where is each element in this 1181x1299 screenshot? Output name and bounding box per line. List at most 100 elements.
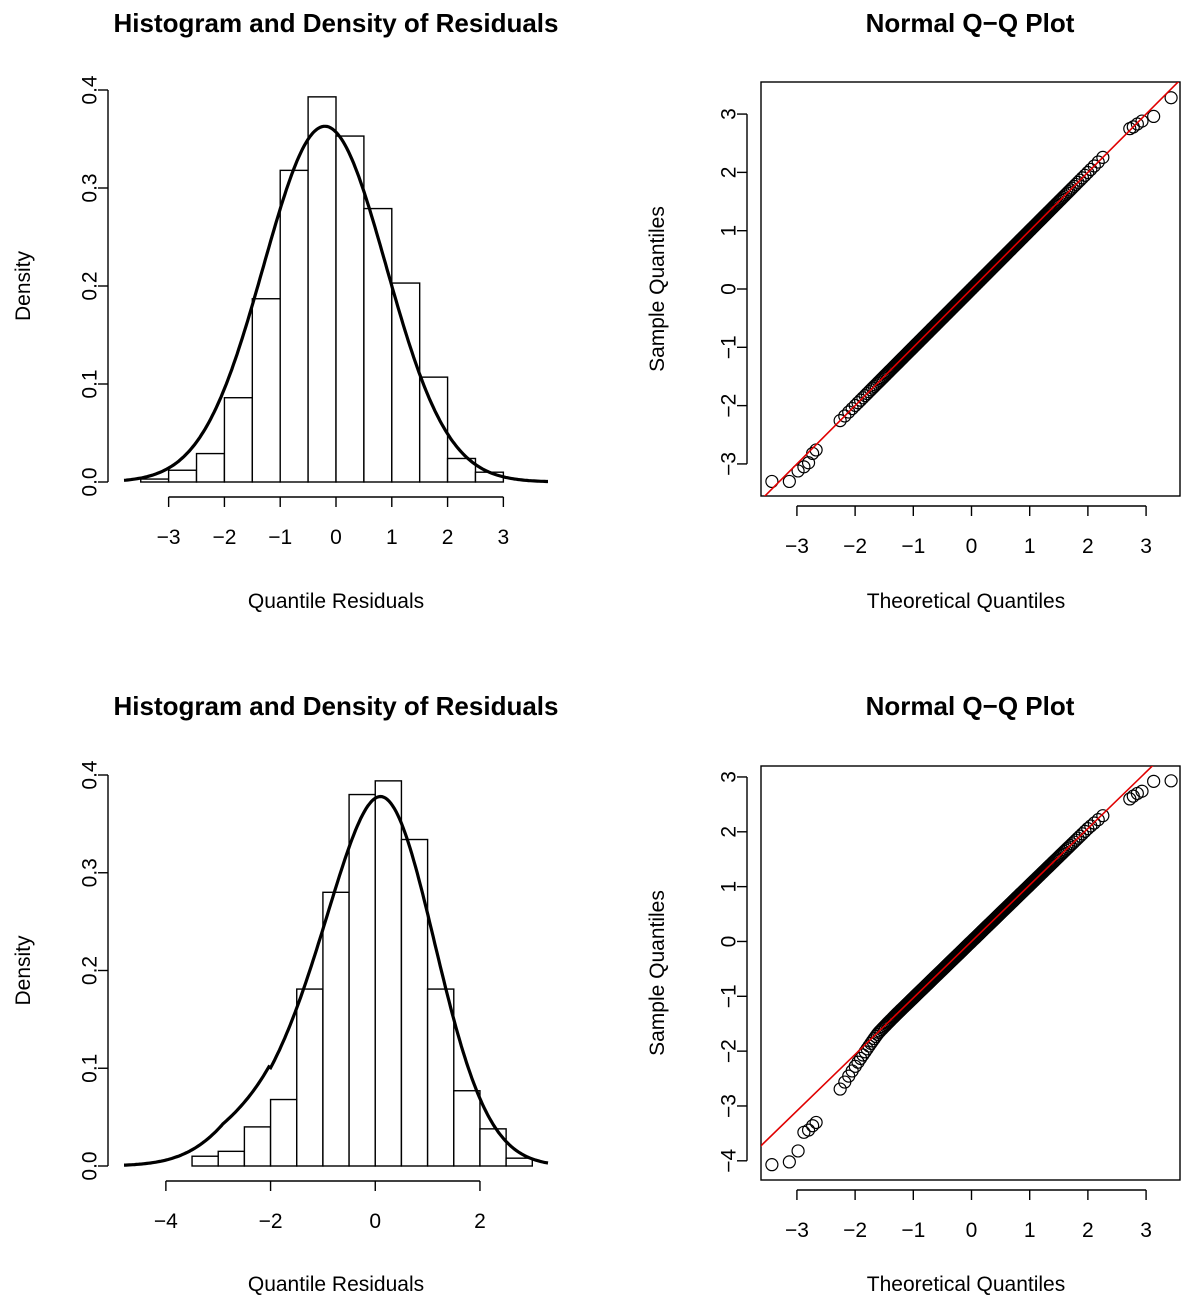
histogram-panel-top: Histogram and Density of Residuals Quanti… <box>12 8 558 613</box>
qq-point <box>782 1155 796 1169</box>
qq-point <box>1052 194 1066 208</box>
y-tick-label: 0.1 <box>79 1054 102 1083</box>
qq-point <box>1075 171 1090 185</box>
histogram-bar <box>322 891 350 1167</box>
histogram-bar <box>348 793 376 1167</box>
x-tick-label: −2 <box>843 535 867 558</box>
qq-point <box>851 396 865 410</box>
qq-point <box>801 456 816 470</box>
y-tick-label: 0.4 <box>79 760 102 790</box>
qq-point <box>1164 774 1178 788</box>
x-axis-label: Theoretical Quantiles <box>867 590 1065 613</box>
x-tick-label: −3 <box>785 1219 809 1242</box>
y-tick-label: 0.0 <box>79 467 102 496</box>
qq-point <box>797 460 811 474</box>
x-tick-label: 2 <box>1082 1219 1094 1242</box>
qq-point <box>1126 789 1140 803</box>
histogram-bar <box>251 298 281 483</box>
x-tick-label: −2 <box>843 1219 867 1242</box>
x-tick-label: −1 <box>268 526 292 549</box>
y-tick-label: −3 <box>718 1094 741 1118</box>
plot-frame <box>760 81 1181 497</box>
y-tick-label: 3 <box>718 108 741 120</box>
histogram-bar <box>296 988 324 1167</box>
chart-title: Histogram and Density of Residuals <box>114 691 559 721</box>
qq-point <box>1073 173 1087 187</box>
qq-point <box>782 474 796 489</box>
qq-point <box>853 1051 868 1066</box>
histogram-bar <box>191 1155 219 1167</box>
y-tick-label: 1 <box>718 225 741 237</box>
qq-point <box>1073 829 1087 843</box>
qq-point <box>1164 91 1178 105</box>
y-tick-label: 0.2 <box>79 271 102 300</box>
qq-point <box>791 1144 805 1158</box>
histogram-bar <box>167 469 198 483</box>
qq-point <box>1060 186 1074 200</box>
y-tick-label: 0.1 <box>79 369 102 398</box>
x-tick-label: 0 <box>966 535 978 558</box>
y-tick-label: 0.3 <box>79 173 102 202</box>
x-tick-label: 2 <box>474 1210 486 1233</box>
qq-point <box>851 1055 865 1069</box>
histogram-bar <box>505 1157 533 1167</box>
histogram-bar <box>223 397 254 483</box>
chart-title: Histogram and Density of Residuals <box>114 8 559 38</box>
histogram-bar <box>479 1128 507 1167</box>
y-tick-label: 0.3 <box>79 858 102 887</box>
y-tick-label: 1 <box>718 881 741 893</box>
qq-plot-panel-top: Normal Q−Q Plot Theoretical Quantiles Samp… <box>646 8 1181 613</box>
qq-point <box>801 1123 816 1137</box>
qq-point <box>1071 831 1085 845</box>
x-tick-label: −3 <box>157 526 181 549</box>
qq-point <box>1147 774 1161 788</box>
x-tick-label: 0 <box>369 1210 381 1233</box>
x-tick-label: −4 <box>154 1210 178 1233</box>
y-axis-label: Density <box>12 250 35 321</box>
histogram-bar <box>307 96 337 483</box>
qq-point <box>765 1158 779 1172</box>
y-tick-label: 2 <box>718 826 741 838</box>
x-tick-label: 3 <box>498 526 510 549</box>
y-axis-label: Sample Quantiles <box>646 206 669 372</box>
y-tick-label: −1 <box>718 335 741 359</box>
qq-point <box>1075 827 1090 841</box>
y-tick-label: −2 <box>718 1039 741 1063</box>
qq-points <box>765 91 1178 489</box>
x-tick-label: 3 <box>1140 1219 1152 1242</box>
qq-point <box>1084 162 1098 177</box>
histogram-bar <box>446 457 477 483</box>
y-tick-label: 0.4 <box>79 75 102 105</box>
histogram-bar <box>335 135 365 483</box>
y-tick-label: 3 <box>718 771 741 783</box>
qq-plot-panel-bottom: Normal Q−Q Plot Theoretical Quantiles Samp… <box>646 691 1181 1296</box>
qq-point <box>1135 114 1149 128</box>
qq-point <box>1069 177 1083 192</box>
qq-point <box>806 1119 820 1133</box>
histogram-bar <box>195 452 226 483</box>
qq-point <box>853 393 868 407</box>
x-axis-label: Theoretical Quantiles <box>867 1273 1065 1296</box>
histogram-bar <box>426 988 455 1167</box>
x-tick-label: −1 <box>901 1219 925 1242</box>
y-tick-label: 2 <box>718 167 741 179</box>
y-axis-label: Sample Quantiles <box>646 890 669 1056</box>
qq-point <box>848 398 862 413</box>
qq-point <box>809 1115 823 1130</box>
x-axis-label: Quantile Residuals <box>248 1273 424 1296</box>
qq-reference-line <box>761 766 1154 1147</box>
qq-point <box>1096 809 1110 823</box>
x-tick-label: −3 <box>785 535 809 558</box>
y-tick-label: 0.0 <box>79 1151 102 1180</box>
y-tick-label: 0.2 <box>79 956 102 985</box>
y-tick-label: −2 <box>718 394 741 418</box>
qq-point <box>1071 175 1085 189</box>
qq-point <box>1135 784 1149 798</box>
qq-point <box>838 409 852 423</box>
x-tick-label: 1 <box>1024 1219 1036 1242</box>
qq-point <box>1062 840 1076 854</box>
density-curve <box>123 124 548 484</box>
qq-reference-line <box>763 82 1180 496</box>
x-tick-label: 1 <box>386 526 398 549</box>
x-tick-label: 2 <box>442 526 454 549</box>
